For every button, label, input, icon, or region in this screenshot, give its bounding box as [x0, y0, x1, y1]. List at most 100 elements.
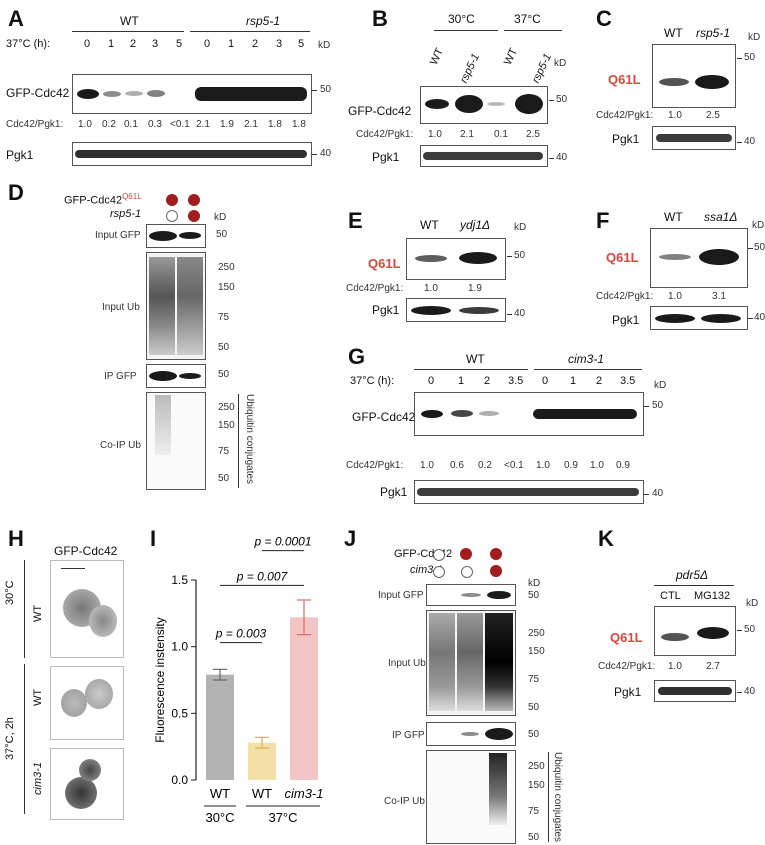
mw-tick: [507, 314, 512, 315]
panel-k-ratio-label: Cdc42/Pgk1:: [598, 661, 656, 672]
mw-tick: [549, 158, 554, 159]
panel-f-loading-blot: [650, 306, 748, 330]
smear: [489, 753, 507, 825]
panel-i-chart: 0.0 0.5 1.0 1.5 Fluorescence instensity WT WT c…: [153, 535, 324, 825]
group-label: 30°C: [205, 810, 234, 825]
panel-j-mw-gfp: 50: [528, 590, 540, 601]
lane-time-label: 0: [428, 375, 435, 387]
band: [179, 232, 201, 239]
y-tick-label: 1.0: [171, 640, 188, 654]
lane-time-label: 0: [542, 375, 549, 387]
panel-f-protein: Q61L: [606, 250, 639, 265]
panel-e-ratio1: 1.0: [424, 283, 438, 294]
band: [659, 254, 691, 260]
panel-b-blot: [420, 86, 548, 124]
panel-b-temp1: 30°C: [448, 12, 475, 26]
ratio-value: 2.1: [196, 119, 210, 130]
panel-f-ratio2: 3.1: [712, 291, 726, 302]
panel-b-mw40: 40: [556, 152, 568, 163]
band: [659, 78, 689, 86]
panel-j-mw-ub1: 250: [528, 628, 545, 639]
panel-k-loading: Pgk1: [614, 685, 642, 699]
panel-a-time-label: 37°C (h):: [6, 38, 51, 50]
group-label: 37°C: [268, 810, 297, 825]
smear: [177, 257, 203, 355]
panel-f-lane1: WT: [664, 210, 683, 224]
band: [533, 409, 637, 419]
panel-b-mw50: 50: [556, 94, 568, 105]
panel-d-blot1-label: Input GFP: [95, 230, 141, 241]
panel-e-mw40: 40: [514, 308, 526, 319]
panel-b-lane1: WT: [428, 46, 447, 68]
band: [461, 593, 481, 597]
panel-g-mut: cim3-1: [568, 352, 605, 366]
band: [697, 627, 729, 639]
mw-tick: [507, 256, 512, 257]
mw-tick: [737, 142, 742, 143]
panel-f-mw50: 50: [754, 242, 765, 253]
band: [701, 314, 741, 323]
panel-d-mw-ub1: 250: [218, 262, 235, 273]
panel-d-blot3-label: IP GFP: [104, 371, 137, 382]
y-tick-label: 0.0: [171, 773, 188, 787]
panel-e-kd: kD: [514, 222, 527, 233]
bar: [248, 742, 276, 780]
band: [487, 591, 511, 599]
mw-tick: [644, 494, 649, 495]
panel-i-label: I: [150, 526, 157, 551]
y-tick-label: 0.5: [171, 706, 188, 720]
band: [455, 95, 483, 113]
lane-time-label: 1: [228, 38, 235, 50]
band: [695, 75, 729, 89]
ratio-value: <0.1: [504, 460, 524, 471]
panel-j-mw-coip1: 250: [528, 761, 545, 772]
panel-a-ratio-label: Cdc42/Pgk1:: [6, 119, 64, 130]
panel-c-loading-blot: [652, 126, 736, 150]
smear: [457, 613, 483, 711]
panel-g-mw40: 40: [652, 488, 664, 499]
condition-dot-filled: [166, 194, 178, 206]
x-tick-label: WT: [252, 786, 272, 801]
panel-k-label: K: [598, 526, 614, 551]
panel-f-kd: kD: [752, 220, 765, 231]
panel-k-kd: kD: [746, 598, 759, 609]
panel-a-blot: [72, 74, 312, 114]
lane-time-label: 3.5: [508, 375, 524, 387]
lane-time-label: 2: [252, 38, 259, 50]
panel-f-loading: Pgk1: [612, 313, 640, 327]
ratio-value: 0.1: [124, 119, 138, 130]
panel-k-blot: [654, 606, 736, 656]
band: [699, 249, 739, 265]
band: [451, 410, 473, 417]
panel-k-mw40: 40: [744, 686, 756, 697]
lane-time-label: 0: [84, 38, 91, 50]
ratio-value: 0.2: [478, 460, 492, 471]
band: [125, 91, 143, 96]
panel-f-lane2: ssa1Δ: [704, 210, 738, 224]
panel-h-row1: WT: [32, 604, 44, 622]
panel-a-mut: rsp5-1: [246, 14, 281, 28]
ratio-value: 1.8: [292, 119, 306, 130]
mw-tick: [748, 318, 753, 319]
panel-b-temp1-bar: [434, 30, 498, 31]
panel-d-input-gfp: [146, 224, 206, 248]
panel-e-loading: Pgk1: [372, 303, 400, 317]
bar: [206, 674, 234, 780]
ratio-value: 0.9: [564, 460, 578, 471]
panel-j-label: J: [344, 526, 357, 551]
band: [77, 89, 99, 99]
panel-b-lane3: WT: [502, 46, 521, 68]
band: [459, 307, 499, 314]
panel-b-kd: kD: [554, 58, 567, 69]
panel-j-mw-ub4: 50: [528, 702, 540, 713]
panel-h-temp1-bar: [24, 560, 25, 658]
panel-c-kd: kD: [748, 32, 761, 43]
lane-time-label: 2: [596, 375, 603, 387]
panel-g-ratio-label: Cdc42/Pgk1:: [346, 460, 404, 471]
mw-tick: [737, 58, 742, 59]
panel-g-loading: Pgk1: [380, 485, 408, 499]
band: [75, 150, 307, 158]
band: [515, 94, 543, 114]
panel-c-lane1: WT: [664, 26, 683, 40]
panel-c-ratio-label: Cdc42/Pgk1:: [596, 110, 654, 121]
